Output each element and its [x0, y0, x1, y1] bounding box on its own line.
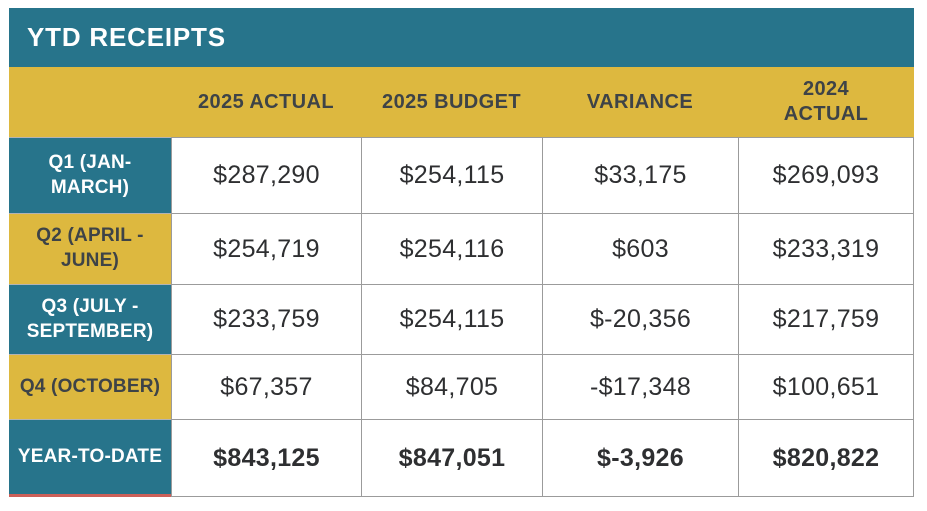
ytd-receipts-table: YTD RECEIPTS 2025 ACTUAL 2025 BUDGET VAR…	[9, 8, 914, 497]
column-header-variance: VARIANCE	[586, 90, 694, 113]
header-empty-cell	[9, 67, 171, 137]
column-header-2025-actual: 2025 ACTUAL	[198, 90, 334, 113]
column-header-2024-actual: 2024 ACTUAL	[783, 78, 869, 125]
table-title: YTD RECEIPTS	[27, 22, 226, 52]
row-label-year-to-date: YEAR-TO-DATE	[9, 419, 171, 497]
column-header-2025-budget: 2025 BUDGET	[382, 90, 521, 113]
table-row-q4: Q4 (OCTOBER) $67,357 $84,705 -$17,348 $1…	[9, 354, 914, 419]
table-row-q2: Q2 (APRIL - JUNE) $254,719 $254,116 $603…	[9, 213, 914, 284]
cell-q4-2025-actual: $67,357	[171, 354, 361, 419]
cell-q3-2025-budget: $254,115	[361, 284, 542, 354]
cell-q1-2025-actual: $287,290	[171, 137, 361, 213]
table-row-year-to-date: YEAR-TO-DATE $843,125 $847,051 $-3,926 $…	[9, 419, 914, 497]
cell-q4-variance: -$17,348	[542, 354, 738, 419]
cell-q2-2024-actual: $233,319	[738, 213, 914, 284]
table-row-q1: Q1 (JAN-MARCH) $287,290 $254,115 $33,175…	[9, 137, 914, 213]
cell-q2-2025-actual: $254,719	[171, 213, 361, 284]
cell-q2-2025-budget: $254,116	[361, 213, 542, 284]
column-header-row: 2025 ACTUAL 2025 BUDGET VARIANCE 2024 AC…	[9, 67, 914, 137]
cell-q1-variance: $33,175	[542, 137, 738, 213]
table-row-q3: Q3 (JULY - SEPTEMBER) $233,759 $254,115 …	[9, 284, 914, 354]
cell-q4-2025-budget: $84,705	[361, 354, 542, 419]
row-label-q3: Q3 (JULY - SEPTEMBER)	[9, 284, 171, 354]
cell-q3-2025-actual: $233,759	[171, 284, 361, 354]
cell-ytd-variance: $-3,926	[542, 419, 738, 497]
table-title-bar: YTD RECEIPTS	[9, 8, 914, 67]
cell-q1-2024-actual: $269,093	[738, 137, 914, 213]
cell-q2-variance: $603	[542, 213, 738, 284]
cell-q1-2025-budget: $254,115	[361, 137, 542, 213]
cell-ytd-2025-actual: $843,125	[171, 419, 361, 497]
cell-q4-2024-actual: $100,651	[738, 354, 914, 419]
row-label-q1: Q1 (JAN-MARCH)	[9, 137, 171, 213]
row-label-q4: Q4 (OCTOBER)	[9, 354, 171, 419]
row-label-q2: Q2 (APRIL - JUNE)	[9, 213, 171, 284]
cell-ytd-2025-budget: $847,051	[361, 419, 542, 497]
cell-q3-variance: $-20,356	[542, 284, 738, 354]
cell-ytd-2024-actual: $820,822	[738, 419, 914, 497]
cell-q3-2024-actual: $217,759	[738, 284, 914, 354]
